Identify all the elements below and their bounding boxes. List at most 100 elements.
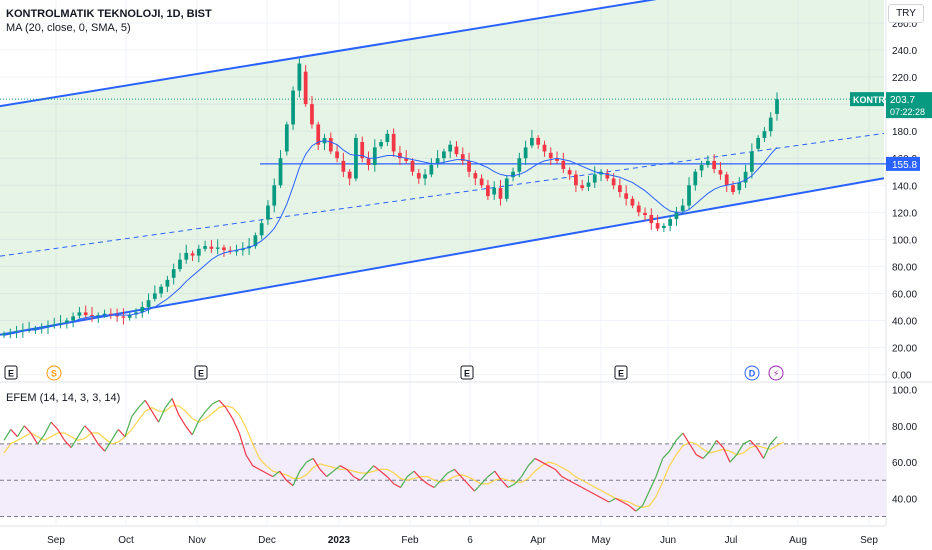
candle[interactable] [762,127,767,142]
candle[interactable] [416,169,421,184]
candle[interactable] [561,152,566,174]
candle[interactable] [605,169,610,182]
candle[interactable] [756,135,761,152]
candle[interactable] [354,133,358,182]
level-price-tag[interactable] [886,156,920,171]
candle[interactable] [743,164,748,188]
time-axis[interactable]: Sep Oct Nov Dec 2023 Feb 6 Apr May Jun Jul Aug Sep [47,535,878,546]
candle[interactable] [473,170,478,186]
candle[interactable] [266,200,270,226]
candle[interactable] [429,158,434,178]
event-earnings-icon[interactable]: E [4,365,18,380]
candle[interactable] [2,331,6,339]
candle[interactable] [222,244,226,257]
candle[interactable] [410,158,415,176]
oscillator-pane[interactable] [0,398,886,518]
candle[interactable] [618,178,622,198]
oscillator-axis[interactable]: 100.0 80.00 60.00 40.00 [892,385,917,505]
candle[interactable] [724,171,729,193]
candle[interactable] [655,215,660,232]
candle[interactable] [77,306,82,319]
candle[interactable] [360,136,365,163]
candle[interactable] [52,317,57,329]
candle[interactable] [479,174,484,188]
candle[interactable] [586,175,591,191]
candle[interactable] [423,169,427,186]
candle[interactable] [146,293,151,314]
candle[interactable] [152,285,157,302]
candle[interactable] [14,325,19,339]
currency-button[interactable]: TRY [888,4,924,23]
last-price-tag[interactable] [886,92,932,119]
candle[interactable] [775,92,779,121]
candle[interactable] [140,301,145,318]
candle[interactable] [297,58,302,98]
candle[interactable] [486,179,490,201]
candle[interactable] [96,312,101,323]
candle[interactable] [649,208,654,230]
candle[interactable] [209,239,214,253]
candle[interactable] [316,121,321,151]
candle[interactable] [366,151,371,171]
candle[interactable] [523,140,528,165]
channel-upper-line[interactable] [0,0,884,108]
candle[interactable] [442,148,446,164]
event-earnings-icon[interactable]: E [194,365,208,380]
candle[interactable] [102,309,107,318]
candle[interactable] [492,181,497,200]
candle[interactable] [347,169,352,186]
candle[interactable] [83,305,88,320]
candle[interactable] [718,162,723,180]
event-flash-icon[interactable]: ⚡ [768,365,784,381]
candle[interactable] [20,323,25,338]
candle[interactable] [335,144,339,163]
symbol-tag[interactable] [850,92,884,107]
event-earnings-icon[interactable]: E [614,365,628,380]
candle[interactable] [215,239,220,255]
candle[interactable] [253,232,258,249]
price-pane[interactable] [0,0,886,339]
candle[interactable] [8,328,13,339]
candle[interactable] [592,166,597,188]
candle[interactable] [636,201,641,217]
candle[interactable] [712,154,717,174]
candle[interactable] [517,152,522,178]
candle[interactable] [379,139,383,150]
candle[interactable] [372,139,377,172]
candle[interactable] [259,219,264,240]
candle[interactable] [196,244,201,263]
candle[interactable] [555,151,559,164]
candle[interactable] [693,169,698,191]
candle[interactable] [680,198,685,214]
candle[interactable] [291,86,295,130]
candle[interactable] [127,312,132,321]
candle[interactable] [284,121,289,156]
candle[interactable] [705,155,710,168]
candle[interactable] [278,150,283,188]
candle[interactable] [699,160,704,178]
candle[interactable] [687,177,691,210]
candle[interactable] [391,128,396,157]
candle[interactable] [630,196,635,209]
candle[interactable] [165,275,170,293]
candle[interactable] [310,96,314,129]
candle[interactable] [548,147,553,165]
candle[interactable] [454,141,459,157]
candle[interactable] [328,132,333,155]
candle[interactable] [511,167,515,182]
candle[interactable] [178,252,182,272]
candle[interactable] [398,146,402,165]
event-earnings-icon[interactable]: E [460,365,474,380]
candle[interactable] [737,177,742,195]
candle[interactable] [435,150,440,168]
candle[interactable] [768,112,773,137]
candle[interactable] [404,150,409,164]
candle[interactable] [159,283,163,298]
candle[interactable] [498,179,503,206]
oscillator-legend[interactable]: EFEM (14, 14, 3, 3, 14) [6,392,121,404]
candle[interactable] [385,129,390,147]
candle[interactable] [121,308,126,325]
candle[interactable] [90,306,94,322]
candle[interactable] [530,129,534,149]
